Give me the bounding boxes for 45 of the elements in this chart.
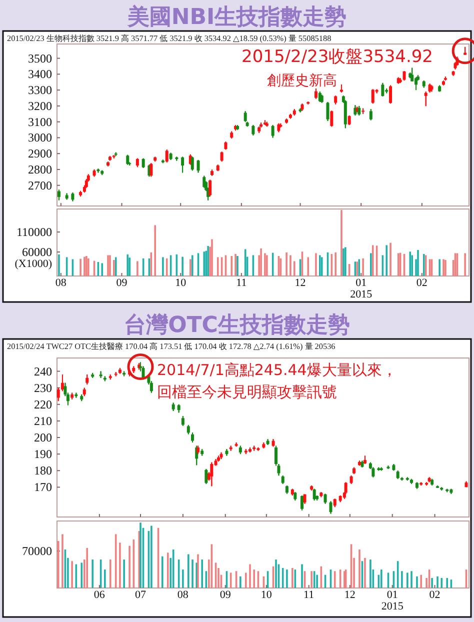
x-tick-label: 12 — [344, 589, 356, 601]
chart-subtitle: 2015/02/23 生物科技指數 3521.9 高 3571.77 低 3521.9 收 3534.92 △18.59 (0.53%) 量 55085188 — [7, 34, 332, 43]
y-tick-label: 70000 — [22, 544, 52, 558]
x-tick-label: 02 — [429, 589, 440, 601]
x-tick-label: 11 — [236, 277, 247, 289]
x-tick-label: 09 — [220, 589, 232, 601]
chart-title: 台灣OTC生技指數走勢 — [124, 313, 350, 338]
y-axis-title: (X1000) — [14, 258, 52, 270]
y-tick-label: 3500 — [28, 51, 52, 66]
chart-subtitle: 2015/02/24 TWC27 OTC生技醫療 170.04 高 173.51 低 170.04 收 172.78 △2.74 (1.61%) 量 20536 — [7, 342, 336, 351]
annotation: 2015/2/23收盤3534.92 — [242, 47, 433, 67]
y-tick-label: 210 — [34, 414, 52, 428]
x-tick-label: 12 — [294, 277, 306, 289]
y-tick-label: 2700 — [28, 178, 52, 192]
y-tick-label: 3000 — [28, 130, 52, 145]
y-tick-label: 60000 — [22, 245, 52, 259]
annotation: 回檔至今未見明顯攻擊訊號 — [157, 383, 337, 401]
y-tick-label: 3400 — [28, 67, 52, 82]
y-tick-label: 2800 — [28, 162, 52, 176]
y-tick-label: 200 — [34, 430, 52, 444]
x-tick-label: 10 — [175, 277, 187, 289]
y-tick-label: 230 — [34, 380, 52, 395]
x-tick-label: 01 2015 — [350, 277, 373, 301]
y-tick-label: 240 — [34, 364, 52, 378]
y-tick-label: 3200 — [28, 98, 52, 113]
annotation: 2014/7/1高點245.44爆大量以來， — [157, 361, 397, 379]
y-tick-label: 2900 — [28, 146, 52, 161]
y-tick-label: 180 — [34, 464, 52, 478]
x-tick-label: 10 — [260, 589, 272, 601]
y-tick-label: 3300 — [28, 83, 52, 98]
y-tick-label: 190 — [34, 447, 52, 462]
x-tick-label: 08 — [177, 589, 189, 601]
x-tick-label: 06 — [94, 589, 106, 601]
x-tick-label: 07 — [134, 589, 146, 601]
x-tick-label: 01 2015 — [381, 589, 404, 613]
x-tick-label: 09 — [116, 277, 128, 289]
chart-title: 美國NBI生技指數走勢 — [126, 4, 347, 30]
annotation: 創歷史新高 — [267, 73, 337, 89]
y-tick-label: 110000 — [16, 225, 52, 239]
x-tick-label: 08 — [55, 277, 67, 289]
y-tick-label: 3100 — [28, 114, 52, 129]
x-tick-label: 11 — [304, 589, 314, 601]
y-tick-label: 170 — [34, 480, 52, 494]
x-tick-label: 02 — [416, 277, 428, 289]
y-tick-label: 220 — [34, 397, 52, 412]
